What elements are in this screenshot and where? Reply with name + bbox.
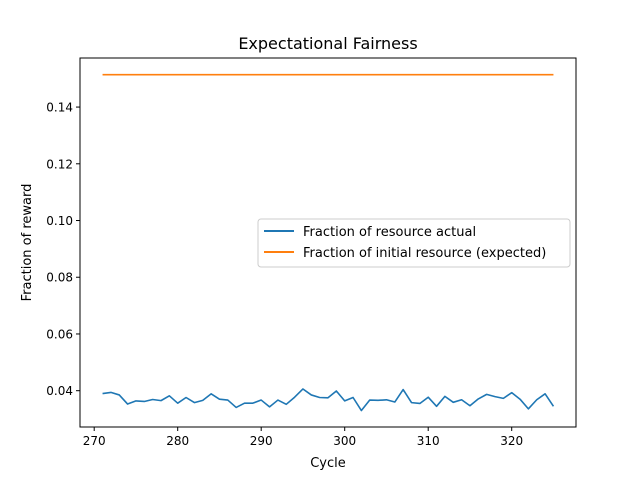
x-tick-label: 270: [83, 434, 106, 448]
legend-label-actual: Fraction of resource actual: [303, 225, 476, 240]
y-tick-label: 0.06: [46, 327, 73, 341]
x-tick-label: 300: [333, 434, 356, 448]
x-axis-label: Cycle: [310, 456, 346, 471]
x-axis-ticks: 270 280 290 300 310 320: [83, 427, 523, 448]
chart-title: Expectational Fairness: [238, 34, 417, 53]
series-line-actual: [102, 388, 555, 412]
plot-lines: [102, 73, 555, 412]
y-tick-label: 0.04: [46, 384, 73, 398]
plot-area-frame: [79, 57, 577, 428]
legend-label-expected: Fraction of initial resource (expected): [303, 246, 546, 261]
y-tick-label: 0.12: [46, 157, 73, 171]
y-axis-label: Fraction of reward: [20, 184, 35, 302]
legend: Fraction of resource actual Fraction of …: [257, 218, 571, 268]
y-tick-label: 0.10: [46, 214, 73, 228]
x-tick-label: 310: [417, 434, 440, 448]
x-tick-label: 320: [500, 434, 523, 448]
x-tick-label: 290: [250, 434, 273, 448]
y-tick-label: 0.14: [46, 101, 73, 115]
y-tick-label: 0.08: [46, 271, 73, 285]
x-tick-label: 280: [166, 434, 189, 448]
legend-box: [257, 218, 571, 268]
y-axis-ticks: 0.04 0.06 0.08 0.10 0.12 0.14: [46, 101, 80, 398]
